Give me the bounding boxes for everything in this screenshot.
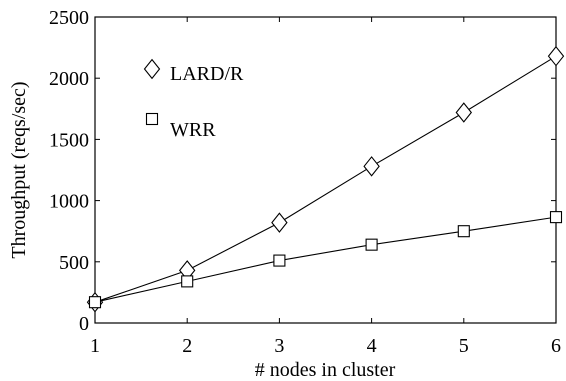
x-tick-label: 1	[90, 335, 100, 357]
y-axis-label: Throughput (reqs/sec)	[8, 81, 30, 258]
series-line-lard	[94, 55, 557, 303]
data-point-wrr	[88, 296, 102, 309]
data-point-lard	[363, 156, 380, 177]
data-point-wrr	[365, 238, 378, 251]
y-tick-label: 500	[59, 252, 89, 274]
data-point-wrr	[549, 211, 563, 224]
x-tick-label: 5	[459, 335, 469, 357]
legend-label-wrr: WRR	[170, 119, 216, 141]
plot-frame	[94, 16, 557, 324]
legend-marker-lard	[143, 58, 161, 80]
x-tick-label: 4	[367, 335, 377, 357]
data-point-wrr	[181, 275, 194, 288]
axis-ticks: 1 2 3 4 5 6 0 500 1000 1500 2000 2500	[49, 7, 561, 357]
series-line-wrr	[94, 216, 557, 303]
data-point-lard	[547, 45, 565, 67]
x-tick-label: 6	[551, 335, 561, 357]
data-point-lard	[455, 102, 473, 123]
y-tick-label: 2000	[49, 68, 89, 90]
series-group	[86, 45, 565, 313]
x-tick-label: 2	[182, 335, 192, 357]
y-tick-label: 1000	[49, 191, 89, 213]
y-tick-label: 2500	[49, 7, 89, 29]
y-tick-label: 1500	[49, 129, 89, 151]
data-point-lard	[271, 212, 288, 233]
legend: LARD/R WRR	[143, 58, 244, 141]
x-tick-label: 3	[274, 335, 284, 357]
data-point-wrr	[457, 225, 470, 238]
x-axis-label: # nodes in cluster	[255, 359, 396, 381]
y-tick-label: 0	[79, 313, 89, 335]
legend-marker-wrr	[145, 112, 159, 126]
legend-label-lard: LARD/R	[170, 63, 244, 85]
data-point-wrr	[273, 254, 286, 267]
